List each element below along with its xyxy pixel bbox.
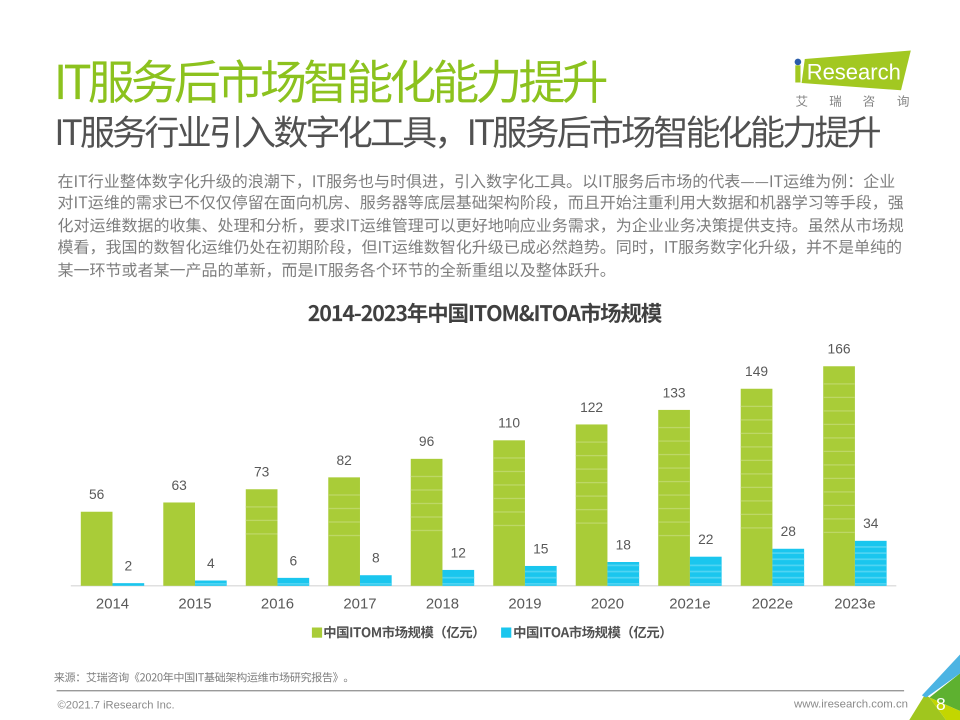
svg-text:110: 110 (498, 416, 520, 431)
svg-text:2014: 2014 (96, 597, 129, 613)
svg-text:2017: 2017 (343, 597, 376, 613)
svg-text:34: 34 (863, 516, 879, 531)
svg-text:2: 2 (125, 559, 133, 574)
svg-text:4: 4 (207, 556, 215, 571)
svg-text:www.iresearch.com.cn: www.iresearch.com.cn (793, 698, 908, 710)
svg-text:6: 6 (289, 553, 297, 568)
svg-text:©2021.7 iResearch Inc.: ©2021.7 iResearch Inc. (58, 699, 175, 711)
svg-text:82: 82 (336, 453, 351, 468)
svg-text:122: 122 (580, 400, 603, 415)
svg-text:2023e: 2023e (834, 597, 875, 613)
svg-text:12: 12 (451, 545, 466, 560)
svg-text:73: 73 (254, 465, 270, 480)
svg-text:2015: 2015 (178, 597, 211, 613)
svg-text:2019: 2019 (508, 597, 541, 613)
svg-text:2021e: 2021e (669, 597, 710, 613)
svg-text:2018: 2018 (426, 597, 459, 613)
svg-text:Research: Research (807, 59, 901, 84)
svg-text:2016: 2016 (261, 597, 294, 613)
svg-text:28: 28 (781, 524, 797, 539)
svg-text:149: 149 (745, 364, 768, 379)
svg-text:8: 8 (372, 551, 380, 566)
svg-text:18: 18 (616, 537, 632, 552)
svg-text:96: 96 (419, 434, 435, 449)
svg-text:2022e: 2022e (752, 597, 793, 613)
svg-text:56: 56 (89, 487, 105, 502)
svg-text:8: 8 (936, 694, 946, 714)
svg-text:15: 15 (533, 541, 549, 556)
svg-text:22: 22 (698, 532, 713, 547)
svg-text:2020: 2020 (591, 597, 624, 613)
svg-text:166: 166 (828, 342, 851, 357)
svg-text:133: 133 (663, 385, 686, 400)
svg-text:63: 63 (171, 478, 187, 493)
